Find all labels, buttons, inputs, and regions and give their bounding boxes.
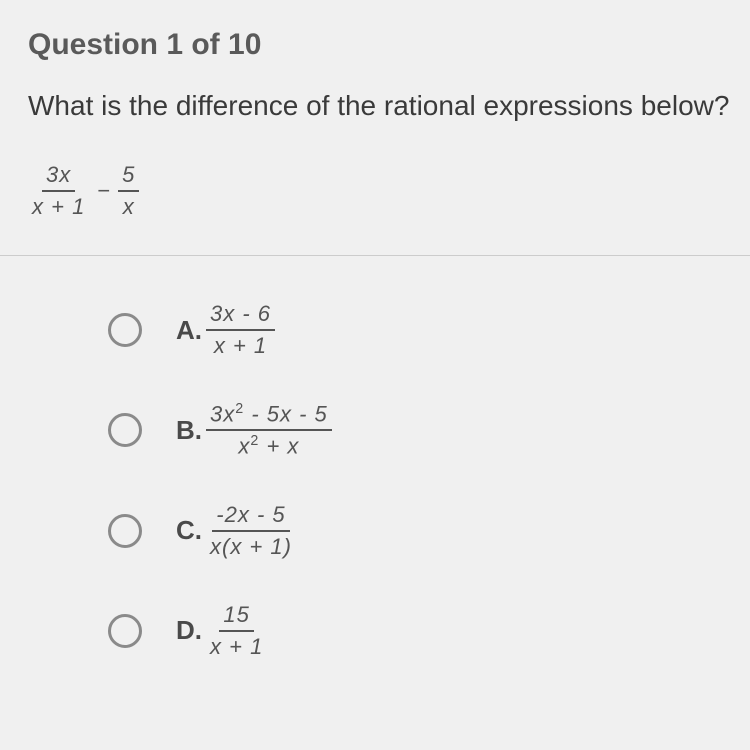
option-b-numerator: 3x2 - 5x - 5	[206, 401, 332, 431]
fraction-left-numerator: 3x	[42, 162, 75, 192]
fraction-right: 5 x	[118, 162, 139, 220]
radio-a[interactable]	[108, 313, 142, 347]
question-page: Question 1 of 10 What is the difference …	[0, 0, 750, 750]
option-c-numerator: -2x - 5	[212, 502, 289, 532]
option-b-denominator: x2 + x	[234, 431, 303, 459]
option-b[interactable]: B. 3x2 - 5x - 5 x2 + x	[108, 401, 730, 460]
option-d-fraction: 15 x + 1	[206, 602, 267, 660]
option-d-numerator: 15	[219, 602, 253, 632]
radio-b[interactable]	[108, 413, 142, 447]
option-label-a: A.	[176, 315, 206, 346]
option-label-b: B.	[176, 415, 206, 446]
option-a-numerator: 3x - 6	[206, 301, 275, 331]
radio-d[interactable]	[108, 614, 142, 648]
option-d[interactable]: D. 15 x + 1	[108, 602, 730, 660]
question-prompt: What is the difference of the rational e…	[28, 90, 730, 122]
options-container: A. 3x - 6 x + 1 B. 3x2 - 5x - 5 x2 + x C…	[28, 301, 730, 660]
option-c[interactable]: C. -2x - 5 x(x + 1)	[108, 502, 730, 560]
option-label-d: D.	[176, 615, 206, 646]
option-a[interactable]: A. 3x - 6 x + 1	[108, 301, 730, 359]
question-header: Question 1 of 10	[28, 28, 730, 62]
option-c-denominator: x(x + 1)	[206, 532, 296, 560]
fraction-right-numerator: 5	[118, 162, 139, 192]
fraction-left: 3x x + 1	[28, 162, 89, 220]
fraction-left-denominator: x + 1	[28, 192, 89, 220]
option-label-c: C.	[176, 515, 206, 546]
option-c-fraction: -2x - 5 x(x + 1)	[206, 502, 296, 560]
radio-c[interactable]	[108, 514, 142, 548]
option-a-denominator: x + 1	[210, 331, 271, 359]
section-divider	[0, 255, 750, 256]
fraction-right-denominator: x	[119, 192, 139, 220]
option-a-fraction: 3x - 6 x + 1	[206, 301, 275, 359]
minus-operator: −	[97, 178, 110, 204]
main-expression: 3x x + 1 − 5 x	[28, 162, 730, 220]
option-d-denominator: x + 1	[206, 632, 267, 660]
option-b-fraction: 3x2 - 5x - 5 x2 + x	[206, 401, 332, 460]
